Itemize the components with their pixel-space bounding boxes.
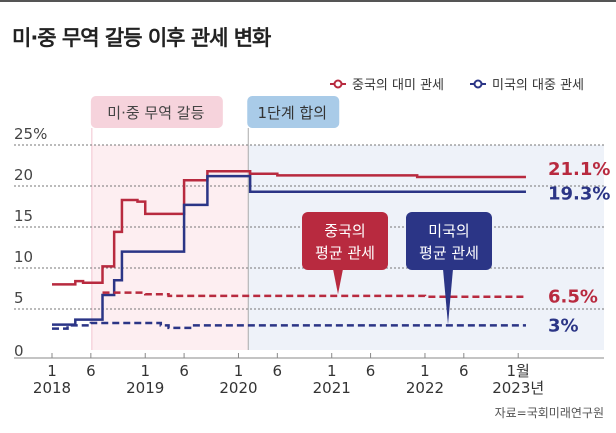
end-value-label: 19.3%	[548, 184, 610, 205]
x-year-label: 2019	[126, 379, 164, 397]
callout-pointer	[333, 269, 343, 295]
series-line-1	[52, 174, 526, 326]
x-tick-label: 1	[420, 362, 430, 380]
y-tick-label: 10	[14, 248, 33, 266]
end-value-label: 3%	[548, 315, 579, 336]
period-bg-trade-war	[91, 145, 249, 350]
legend-marker-icon	[473, 79, 483, 89]
x-year-label: 2021	[313, 379, 351, 397]
x-tick-label: 1월	[507, 362, 530, 380]
x-tick-label: 1	[234, 362, 244, 380]
period-tag-trade-war	[90, 96, 223, 128]
y-tick-label: 25%	[14, 125, 47, 143]
y-tick-label: 5	[14, 289, 24, 307]
chart-title: 미·중 무역 갈등 이후 관세 변화	[12, 26, 271, 50]
top-rule	[0, 0, 616, 2]
callout-box	[302, 212, 388, 270]
legend-label: 중국의 대미 관세	[352, 78, 444, 93]
x-tick-label: 6	[459, 362, 469, 380]
callout-label: 평균 관세	[315, 244, 375, 262]
source-note: 자료=국회미래연구원	[494, 406, 604, 420]
x-year-label: 2023년	[492, 379, 544, 397]
period-tag-label: 미·중 무역 갈등	[107, 104, 204, 122]
callout-label: 평균 관세	[419, 244, 479, 262]
y-tick-label: 15	[14, 207, 33, 225]
period-tag-label: 1단계 합의	[257, 104, 327, 122]
y-tick-label: 0	[14, 342, 24, 360]
end-value-label: 21.1%	[548, 159, 610, 180]
series-line-3	[52, 321, 526, 330]
period-tag-phase-one	[247, 96, 340, 128]
x-tick-label: 6	[179, 362, 189, 380]
legend-marker-icon	[333, 79, 343, 89]
x-year-label: 2020	[219, 379, 257, 397]
callout-box	[406, 212, 492, 270]
y-tick-label: 20	[14, 166, 33, 184]
callout-label: 중국의	[324, 222, 365, 240]
x-tick-label: 1	[327, 362, 337, 380]
x-tick-label: 6	[366, 362, 376, 380]
x-year-label: 2018	[33, 379, 71, 397]
callout-label: 미국의	[428, 222, 469, 240]
callout-pointer	[443, 269, 453, 325]
x-tick-label: 1	[47, 362, 57, 380]
series-line-0	[52, 169, 526, 286]
legend-label: 미국의 대중 관세	[492, 78, 584, 93]
end-value-label: 6.5%	[548, 287, 598, 308]
x-tick-label: 1	[140, 362, 150, 380]
x-year-label: 2022	[406, 379, 444, 397]
x-tick-label: 6	[273, 362, 283, 380]
x-tick-label: 6	[86, 362, 96, 380]
series-line-2	[102, 291, 526, 298]
